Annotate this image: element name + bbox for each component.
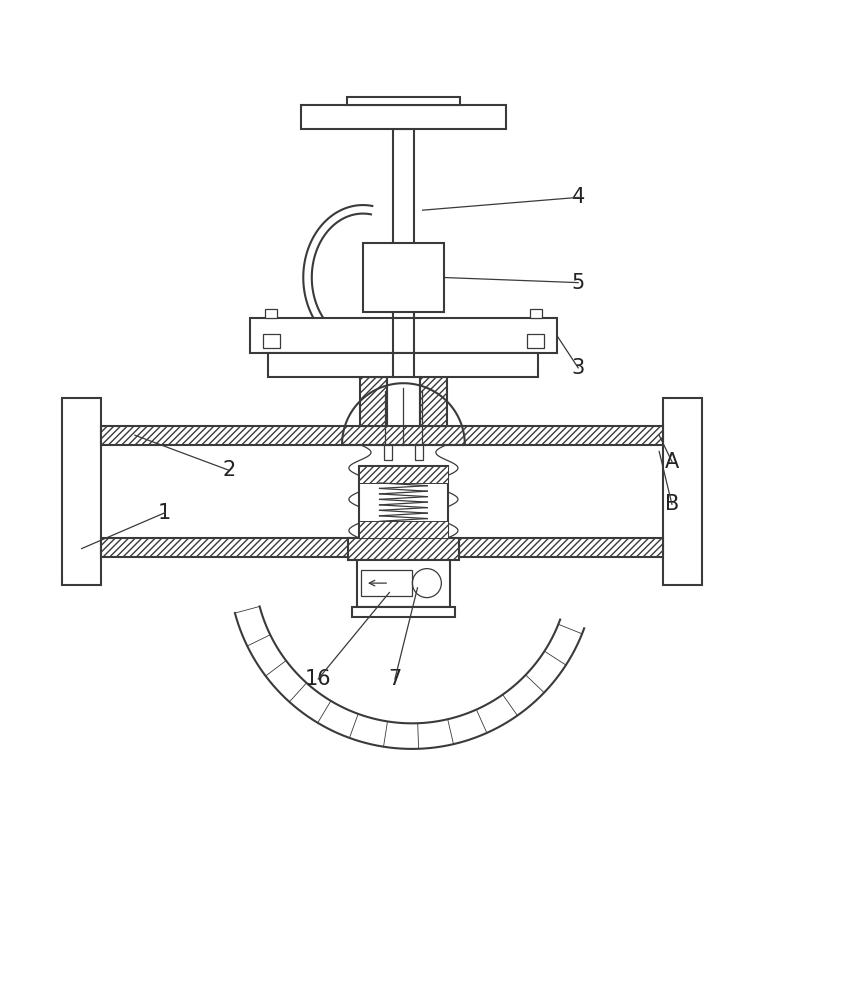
Text: 1: 1 [158, 503, 172, 523]
Text: 16: 16 [305, 669, 331, 689]
Bar [347, 97, 460, 105]
Bar [100, 538, 663, 557]
Bar [357, 560, 450, 607]
Bar [420, 377, 447, 426]
Text: A: A [665, 452, 679, 472]
Bar [348, 538, 459, 560]
Bar [663, 398, 702, 585]
Bar [263, 334, 280, 348]
Bar [529, 309, 541, 318]
Bar [265, 309, 277, 318]
Bar [353, 607, 455, 617]
Bar [359, 466, 448, 538]
Bar [414, 445, 423, 460]
Text: 5: 5 [571, 273, 585, 293]
Text: B: B [665, 494, 679, 514]
Bar [100, 426, 663, 445]
Bar [359, 521, 448, 538]
Bar [250, 318, 557, 353]
Text: 2: 2 [222, 460, 235, 480]
Bar [361, 570, 413, 596]
Text: 3: 3 [571, 358, 585, 378]
Bar [363, 243, 444, 312]
Text: 7: 7 [389, 669, 402, 689]
Bar [269, 353, 539, 377]
Bar [527, 334, 544, 348]
Bar [359, 466, 448, 483]
Bar [63, 398, 100, 585]
Text: 4: 4 [571, 187, 585, 207]
Bar [384, 445, 392, 460]
Bar [360, 377, 387, 426]
Bar [301, 105, 505, 129]
